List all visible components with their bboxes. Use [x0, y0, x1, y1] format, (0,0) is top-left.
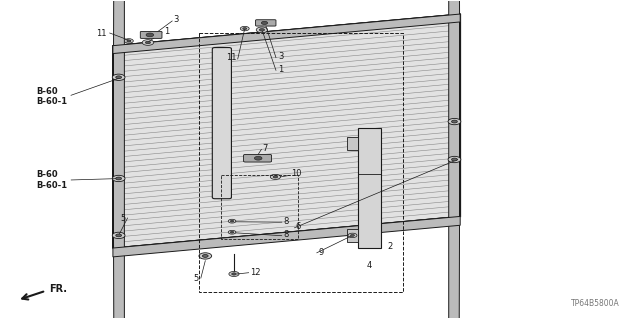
Circle shape [230, 231, 234, 233]
Polygon shape [113, 14, 460, 248]
Text: 11: 11 [226, 53, 236, 62]
FancyBboxPatch shape [358, 128, 381, 248]
Polygon shape [113, 14, 460, 54]
Bar [199, 33, 403, 292]
Polygon shape [113, 0, 124, 319]
Circle shape [240, 26, 249, 31]
Circle shape [273, 176, 278, 178]
Circle shape [145, 41, 150, 44]
Text: 5: 5 [120, 213, 125, 222]
Circle shape [254, 156, 262, 160]
Circle shape [351, 234, 355, 236]
Circle shape [142, 40, 154, 45]
Circle shape [228, 219, 236, 223]
FancyBboxPatch shape [212, 48, 232, 199]
Text: 6: 6 [296, 222, 301, 231]
Text: 7: 7 [262, 144, 268, 153]
Bar [347, 229, 358, 242]
Text: 3: 3 [278, 52, 284, 61]
Text: 1: 1 [164, 27, 169, 36]
Circle shape [116, 177, 122, 180]
Text: FR.: FR. [49, 284, 67, 294]
Text: B-60
B-60-1: B-60 B-60-1 [36, 170, 68, 190]
Text: 3: 3 [173, 15, 179, 24]
Circle shape [116, 234, 122, 237]
Text: TP64B5800A: TP64B5800A [571, 299, 620, 308]
Circle shape [112, 175, 125, 182]
Circle shape [146, 33, 154, 37]
Text: 9: 9 [318, 248, 323, 257]
Circle shape [348, 233, 357, 238]
Circle shape [229, 271, 239, 277]
Circle shape [448, 156, 461, 163]
Text: 8: 8 [283, 230, 289, 239]
Circle shape [256, 27, 268, 33]
Circle shape [259, 29, 264, 31]
Circle shape [232, 273, 236, 275]
Text: 1: 1 [278, 65, 283, 74]
Circle shape [199, 253, 212, 259]
Text: 10: 10 [291, 169, 302, 178]
Circle shape [127, 40, 131, 42]
FancyBboxPatch shape [255, 20, 276, 26]
Text: 4: 4 [367, 261, 372, 270]
Circle shape [452, 158, 458, 161]
Circle shape [452, 120, 458, 123]
Circle shape [124, 39, 133, 43]
Circle shape [116, 76, 122, 79]
Circle shape [112, 232, 125, 239]
Bar [221, 175, 298, 239]
Text: 11: 11 [96, 28, 106, 38]
Circle shape [202, 255, 208, 257]
Bar [347, 137, 358, 150]
Circle shape [228, 230, 236, 234]
Circle shape [243, 27, 247, 30]
Circle shape [448, 118, 461, 125]
Text: 5: 5 [194, 274, 199, 283]
Circle shape [270, 174, 280, 179]
Polygon shape [449, 0, 460, 319]
Circle shape [261, 21, 268, 25]
Text: 8: 8 [283, 217, 289, 226]
Polygon shape [113, 216, 460, 257]
Text: 2: 2 [387, 242, 392, 251]
Text: B-60
B-60-1: B-60 B-60-1 [36, 86, 68, 106]
FancyBboxPatch shape [244, 154, 271, 162]
Circle shape [230, 220, 234, 222]
FancyBboxPatch shape [140, 32, 162, 38]
Circle shape [112, 74, 125, 80]
Text: 12: 12 [250, 268, 260, 277]
